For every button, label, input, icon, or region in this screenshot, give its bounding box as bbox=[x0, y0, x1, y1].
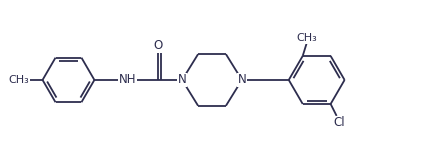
Text: Cl: Cl bbox=[334, 116, 346, 129]
Text: CH₃: CH₃ bbox=[9, 75, 30, 85]
Text: CH₃: CH₃ bbox=[296, 33, 317, 43]
Text: N: N bbox=[238, 74, 246, 86]
Text: O: O bbox=[153, 39, 163, 52]
Text: NH: NH bbox=[119, 74, 137, 86]
Text: N: N bbox=[178, 74, 187, 86]
